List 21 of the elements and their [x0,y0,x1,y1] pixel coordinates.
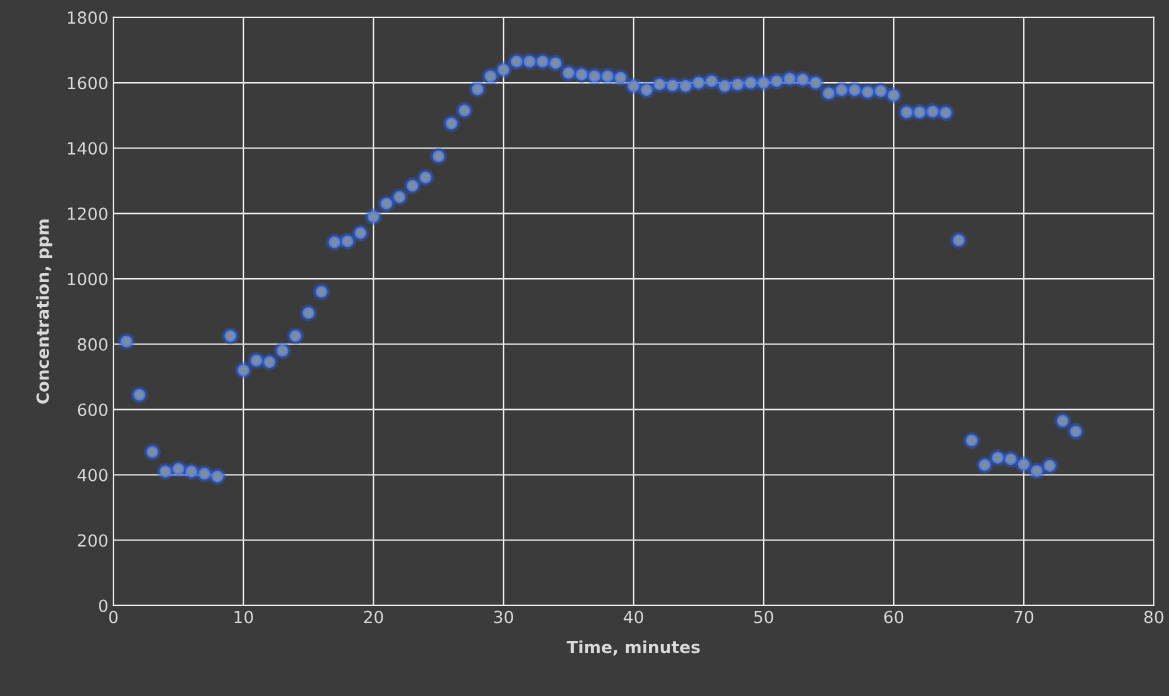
y-tick-label: 600 [77,403,108,417]
x-tick-label: 60 [884,610,904,624]
y-tick-label: 1000 [67,272,108,286]
x-tick-label: 80 [1144,610,1164,624]
y-tick-label: 200 [77,534,108,547]
y-tick-label: 1800 [67,11,108,24]
x-axis-title: Time, minutes [566,640,700,656]
y-tick-label: 1600 [67,76,108,90]
x-tick-label: 20 [364,610,383,624]
y-axis-title: Concentration, ppm [36,219,53,404]
y-tick-label: 1200 [67,207,108,221]
x-tick-label: 0 [109,610,118,624]
x-tick-label: 40 [623,610,644,624]
x-tick-label: 30 [494,610,514,624]
y-tick-label: 400 [77,468,108,482]
y-tick-label: 800 [77,338,108,351]
x-tick-label: 50 [754,610,774,624]
x-tick-label: 70 [1014,610,1034,624]
y-tick-label: 1400 [67,142,108,155]
x-tick-label: 10 [234,610,253,624]
y-tick-label: 0 [99,599,108,613]
